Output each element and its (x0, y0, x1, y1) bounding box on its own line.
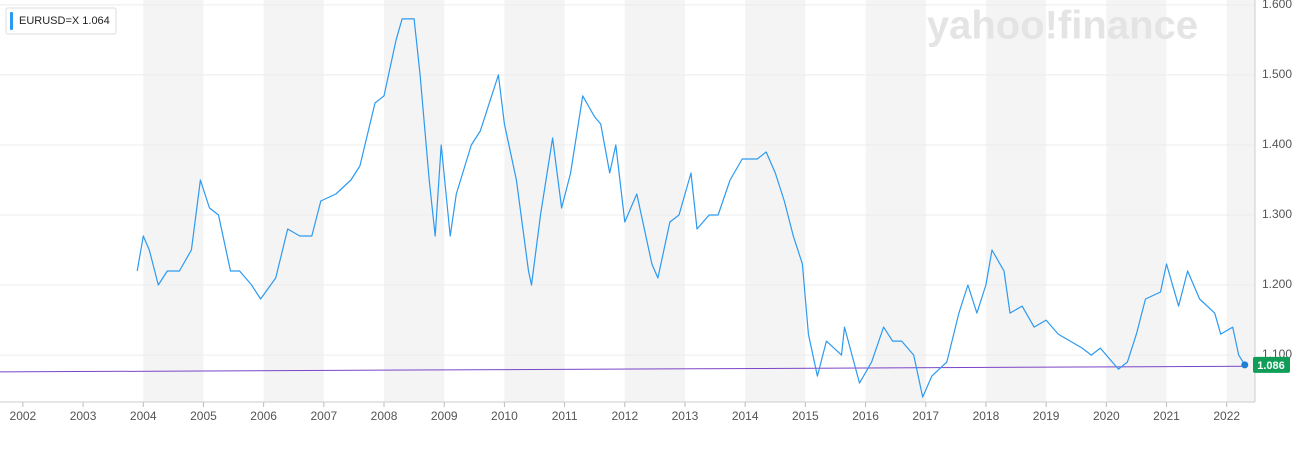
reference-line (0, 365, 1245, 373)
x-tick-label: 2006 (250, 409, 277, 423)
year-band (1226, 0, 1255, 402)
x-tick-label: 2010 (491, 409, 518, 423)
y-tick-label: 1.600 (1262, 0, 1292, 11)
year-band (504, 0, 565, 402)
x-tick-label: 2007 (310, 409, 337, 423)
y-tick-label: 1.500 (1262, 67, 1292, 81)
last-point (1241, 361, 1249, 369)
year-band (865, 0, 926, 402)
price-line (136, 18, 1246, 398)
x-tick-label: 2014 (732, 409, 759, 423)
year-band (263, 0, 324, 402)
year-band (384, 0, 445, 402)
y-tick-label: 1.200 (1262, 277, 1292, 291)
x-tick-label: 2013 (672, 409, 699, 423)
y-tick-label: 1.300 (1262, 207, 1292, 221)
x-tick-label: 2021 (1153, 409, 1180, 423)
x-tick-label: 2003 (70, 409, 97, 423)
year-band (1106, 0, 1167, 402)
x-tick-label: 2005 (190, 409, 217, 423)
x-tick-label: 2009 (431, 409, 458, 423)
legend-box (5, 7, 117, 35)
x-tick-label: 2015 (792, 409, 819, 423)
last-price-label: 1.086 (1257, 360, 1285, 372)
year-band (985, 0, 1047, 402)
x-tick-label: 2016 (852, 409, 879, 423)
last-price-box (1253, 356, 1290, 373)
y-tick-label: 1.400 (1262, 137, 1292, 151)
x-tick-label: 2012 (611, 409, 638, 423)
x-tick-label: 2018 (973, 409, 1000, 423)
year-band (143, 0, 204, 402)
x-tick-label: 2019 (1033, 409, 1060, 423)
x-tick-label: 2008 (371, 409, 398, 423)
x-tick-label: 2002 (10, 409, 37, 423)
year-band (745, 0, 806, 402)
legend-entry: EURUSD=X 1.064 (19, 15, 110, 27)
x-tick-label: 2022 (1213, 409, 1240, 423)
x-tick-label: 2020 (1093, 409, 1120, 423)
legend-swatch (10, 12, 13, 30)
x-tick-label: 2017 (912, 409, 939, 423)
x-tick-label: 2011 (552, 409, 578, 423)
x-tick-label: 2004 (130, 409, 157, 423)
watermark: yahoo!finance (927, 4, 1198, 48)
year-band (624, 0, 685, 402)
year-bands (143, 0, 1255, 402)
